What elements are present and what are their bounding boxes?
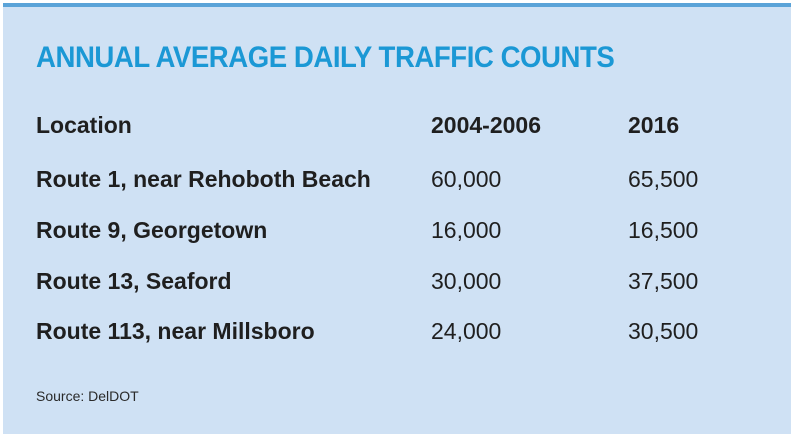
header-2016: 2016 — [628, 112, 680, 138]
row-3-location: Route 13, Seaford — [36, 268, 232, 294]
row-3-2004-2006: 30,000 — [431, 268, 502, 294]
row-1-2016: 65,500 — [628, 166, 699, 192]
row-3-2016: 37,500 — [628, 268, 699, 294]
traffic-table-panel: ANNUAL AVERAGE DAILY TRAFFIC COUNTS Loca… — [3, 3, 791, 434]
row-4-2004-2006: 24,000 — [431, 318, 502, 344]
row-2-2016: 16,500 — [628, 217, 699, 243]
row-2-location: Route 9, Georgetown — [36, 217, 268, 243]
header-location: Location — [36, 112, 132, 138]
source-note: Source: DelDOT — [36, 388, 139, 404]
row-2-2004-2006: 16,000 — [431, 217, 502, 243]
row-4-2016: 30,500 — [628, 318, 699, 344]
row-1-location: Route 1, near Rehoboth Beach — [36, 166, 371, 192]
row-1-2004-2006: 60,000 — [431, 166, 502, 192]
table-title: ANNUAL AVERAGE DAILY TRAFFIC COUNTS — [36, 41, 615, 74]
row-4-location: Route 113, near Millsboro — [36, 318, 315, 344]
header-2004-2006: 2004-2006 — [431, 112, 541, 138]
